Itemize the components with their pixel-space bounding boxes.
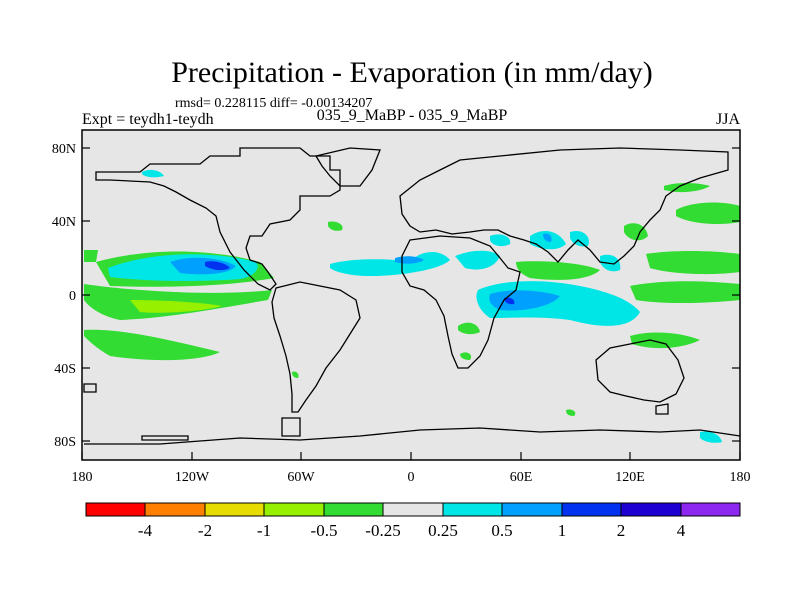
comparison-label: 035_9_MaBP - 035_9_MaBP	[317, 107, 508, 124]
lon-label-180e: 180	[730, 470, 751, 485]
pacific-itcz-dark	[205, 261, 230, 271]
pacific-itcz-blue	[170, 257, 236, 275]
wp-band-green	[630, 281, 740, 303]
colorbar-box-9	[620, 502, 682, 517]
east-africa-green	[458, 322, 480, 335]
lat-axis	[82, 147, 740, 442]
sw-pacific-green	[630, 332, 700, 349]
map-panel: 80N 40N 0 40S 80S 180 120W 60W 0 60E 120…	[52, 129, 751, 485]
main-title: Precipitation - Evaporation (in mm/day)	[171, 56, 653, 89]
colorbar-box-1	[144, 502, 206, 517]
lon-label-180w: 180	[72, 470, 93, 485]
madagascar-green	[460, 352, 472, 360]
colorbar-label-7: 1	[558, 521, 567, 540]
nz-cyan	[700, 431, 722, 443]
australia-outline	[595, 339, 685, 403]
island-b	[281, 417, 301, 437]
anomaly-field	[84, 169, 740, 443]
south-pacific-tail	[84, 329, 220, 361]
wp-warm-green	[646, 251, 740, 275]
lat-label-0: 0	[69, 289, 76, 304]
china-green	[624, 223, 648, 241]
lat-label-80n: 80N	[52, 142, 76, 157]
greenland-outline	[314, 147, 381, 187]
colorbar-box-8	[561, 502, 622, 517]
lon-axis	[81, 452, 741, 460]
lat-label-80s: 80S	[54, 435, 76, 450]
nw-pacific-green	[676, 202, 740, 224]
colorbar-label-9: 4	[677, 521, 686, 540]
lon-label-60w: 60W	[287, 470, 315, 485]
expt-label: Expt = teydh1-teydh	[82, 111, 214, 128]
coastlines	[83, 147, 741, 445]
india-blue	[543, 233, 552, 242]
africa-cyan	[455, 250, 500, 270]
stats-label: rmsd= 0.228115 diff= -0.00134207	[175, 96, 372, 111]
island-c	[655, 403, 669, 415]
colorbar-box-0	[85, 502, 146, 517]
arabia-cyan	[490, 234, 511, 247]
africa-outline	[401, 235, 521, 369]
south-america-outline	[271, 281, 361, 413]
colorbar-label-3: -0.5	[311, 521, 338, 540]
colorbar-label-0: -4	[138, 521, 153, 540]
lat-label-40s: 40S	[54, 362, 76, 377]
lon-label-0: 0	[408, 470, 415, 485]
lat-labels: 80N 40N 0 40S 80S	[52, 142, 76, 450]
colorbar-box-2	[204, 502, 265, 517]
colorbar-label-4: -0.25	[365, 521, 400, 540]
colorbar-box-4	[323, 502, 384, 517]
west-pacific-green	[84, 250, 98, 262]
colorbar-box-10	[680, 502, 741, 517]
lon-label-120w: 120W	[175, 470, 210, 485]
eurasia-outline	[399, 147, 729, 265]
lon-label-120e: 120E	[615, 470, 645, 485]
colorbar: -4 -2 -1 -0.5 -0.25 0.25 0.5 1 2 4	[85, 502, 741, 540]
atlantic-small-green	[328, 221, 343, 231]
lon-label-60e: 60E	[510, 470, 533, 485]
colorbar-label-2: -1	[257, 521, 271, 540]
north-america-outline	[95, 147, 341, 291]
maritime-green	[516, 261, 600, 280]
lon-labels: 180 120W 60W 0 60E 120E 180	[72, 470, 751, 485]
lat-label-40n: 40N	[52, 215, 76, 230]
colorbar-labels: -4 -2 -1 -0.5 -0.25 0.25 0.5 1 2 4	[138, 521, 686, 540]
arctic-cyan	[142, 169, 164, 178]
colorbar-box-5	[382, 502, 444, 517]
island-a	[141, 435, 189, 441]
indian-ocean-dark	[504, 297, 515, 305]
colorbar-label-5: 0.25	[428, 521, 458, 540]
colorbar-label-8: 2	[617, 521, 626, 540]
island-d	[83, 383, 97, 393]
colorbar-box-3	[263, 502, 325, 517]
small-green-b	[566, 409, 576, 416]
colorbar-box-7	[501, 502, 563, 517]
colorbar-label-6: 0.5	[491, 521, 512, 540]
atlantic-itcz-cyan	[330, 251, 450, 276]
antarctica-outline	[84, 427, 741, 445]
colorbar-label-1: -2	[198, 521, 212, 540]
small-green-a	[292, 371, 299, 378]
south-pacific-lightgreen	[130, 300, 222, 313]
colorbar-box-6	[442, 502, 503, 517]
indian-ocean-blue	[489, 290, 560, 311]
season-label: JJA	[716, 111, 740, 128]
